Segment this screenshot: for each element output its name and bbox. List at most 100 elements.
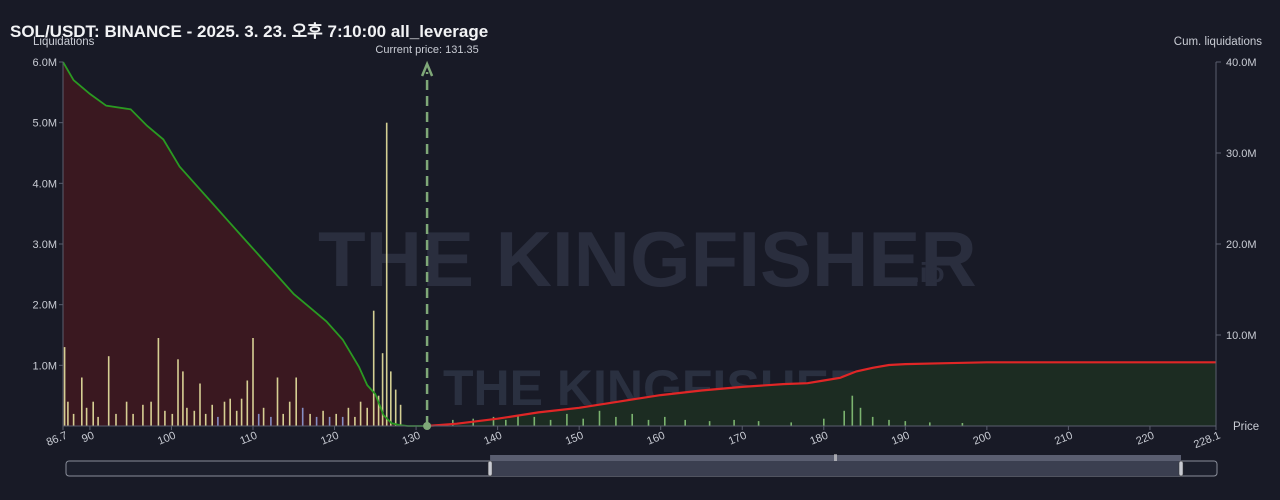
y2-tick-label: 10.0M [1226,330,1257,342]
liquidation-bar [505,419,507,426]
liquidation-bar [929,422,931,426]
liquidation-bar [315,416,318,426]
liquidation-bar [790,422,792,426]
liquidation-bar [81,377,83,426]
liquidation-bar [164,410,166,426]
liquidation-bar [684,419,686,426]
liquidation-bar [843,410,845,426]
liquidation-bar [871,416,874,426]
x-axis-label: Price [1233,421,1259,433]
current-price-arrow-icon [420,60,434,77]
liquidation-bar [229,398,231,426]
slider-grip-icon[interactable]: ⦀ [834,453,838,463]
liquidation-bar [107,356,110,426]
slider-handle-right[interactable] [1178,460,1184,477]
liquidation-bar [150,401,152,426]
slider-handle-left[interactable] [487,460,493,477]
y-tick-label: 6.0M [33,57,57,69]
liquidation-bar [85,407,88,426]
liquidation-bar [533,416,536,426]
liquidation-bar [372,310,375,426]
range-slider[interactable]: ⦀ [65,453,1218,477]
y-tick-label: 1.0M [33,360,57,372]
liquidation-bar [204,413,207,426]
liquidation-bar [757,421,760,426]
liquidation-bar [582,418,584,426]
liquidation-bar [186,407,188,426]
liquidation-bar [199,383,201,426]
liquidation-bar [733,419,735,426]
y2-axis-label: Cum. liquidations [1174,36,1262,48]
chart-title: SOL/USDT: BINANCE - 2025. 3. 23. 오후 7:10… [10,22,489,41]
x-tick-label: 190 [890,430,912,448]
liquidation-bar [211,404,213,426]
y-tick-label: 4.0M [33,178,57,190]
liquidation-bar [252,338,254,426]
liquidation-bar [823,418,825,426]
slider-drag-bar[interactable] [490,455,1181,461]
x-tick-label: 90 [80,430,96,446]
liquidation-bar [615,416,617,426]
x-tick-label: 86.7 [45,430,69,449]
liquidation-bar [335,413,337,426]
liquidation-bar [115,413,117,426]
liquidation-bar [381,353,384,426]
liquidation-bar [888,419,890,426]
liquidation-bar [270,416,272,426]
liquidation-bar [517,415,519,426]
liquidation-bar [288,401,291,426]
y-tick-label: 5.0M [33,118,57,130]
liquidation-bar [97,416,99,426]
liquidation-bar [177,359,179,426]
liquidation-bar [961,423,964,426]
short-cum-area [427,362,1217,426]
liquidation-bar [366,407,368,426]
y-tick-label: 2.0M [33,300,57,312]
liquidation-bar [390,371,392,426]
x-tick-label: 210 [1053,430,1075,448]
x-tick-label: 160 [645,430,667,448]
x-tick-label: 228.1 [1192,430,1222,451]
x-tick-label: 120 [319,430,341,448]
y-tick-label: 3.0M [33,239,57,251]
liquidation-bar [598,410,601,426]
liquidation-bar [359,401,362,426]
x-tick-label: 150 [564,430,586,448]
x-tick-label: 130 [401,430,423,448]
liquidation-bar [549,419,552,426]
slider-window[interactable] [490,461,1181,476]
x-tick-label: 140 [482,430,504,448]
liquidation-bar [171,413,174,426]
liquidation-bar [92,401,94,426]
liquidation-bar [631,413,633,426]
y-axis-ticks: 1.0M 2.0M 3.0M 4.0M 5.0M 6.0M [33,57,63,372]
x-tick-label: 180 [808,430,830,448]
current-price-dot [423,422,432,430]
short-cum-line [427,361,1216,428]
x-tick-label: 110 [238,430,259,448]
liquidation-bar [157,338,160,426]
liquidation-bar [566,413,568,426]
liquidation-bar [72,413,75,426]
liquidation-bar [282,413,284,426]
liquidation-bar [399,404,402,426]
liquidation-bar [301,407,304,426]
liquidation-bar [347,407,350,426]
liquidation-bar [182,371,184,426]
x-tick-label: 100 [156,430,178,448]
liquidation-bar [223,401,226,426]
liquidation-bar [394,389,397,426]
watermark-suffix-large: .io [912,257,945,288]
x-tick-label: 170 [727,430,749,448]
liquidation-bar [664,416,666,426]
liquidation-bar [341,416,344,426]
liquidation-bar [142,404,144,426]
x-tick-label: 200 [971,430,993,448]
x-tick-label: 220 [1135,430,1157,448]
liquidation-bars [63,122,964,426]
liquidation-bar [295,377,297,426]
liquidation-bar [309,413,311,426]
x-axis-ticks: 86.7 90 100 110 120 130 140 150 160 170 180 190 200 2… [45,426,1222,451]
liquidation-bar [354,416,356,426]
